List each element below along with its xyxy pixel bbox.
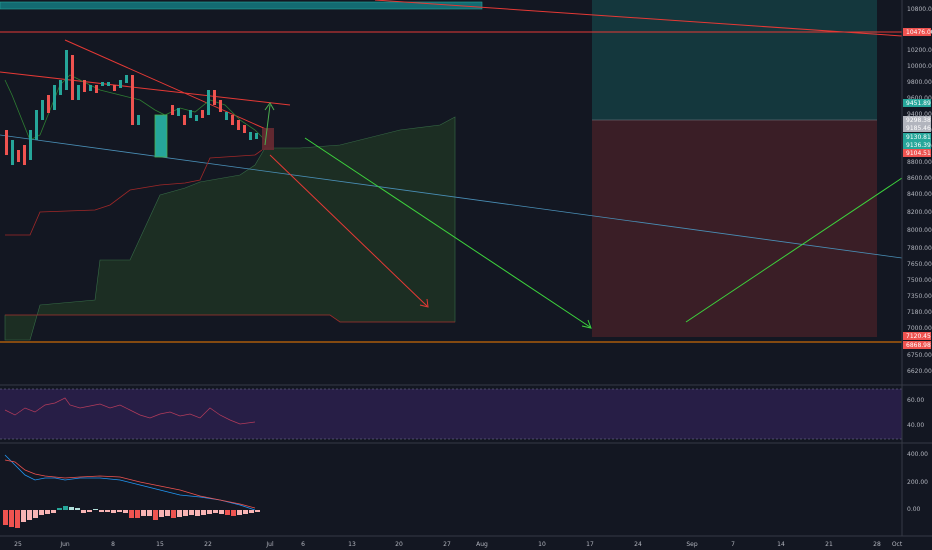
price-tick-label: 9400.00	[907, 111, 932, 118]
price-tick-label: 9800.00	[907, 79, 932, 86]
price-tag-label: 9451.89	[906, 100, 931, 107]
macd-tick-label: 400.00	[907, 451, 928, 458]
macd-line	[4, 454, 256, 511]
green-arrow-up-head	[264, 102, 275, 111]
price-tick-label: 9600.00	[907, 95, 932, 102]
time-axis: 25 Jun 8 15 22 Jul 6 13 20 27 Aug 10 17 24 Sep 7 14 21 28 O…	[14, 541, 903, 548]
price-tag	[903, 341, 931, 349]
price-tag-label: 9130.81	[906, 134, 931, 141]
time-tick-label: 20	[395, 541, 403, 548]
time-tick-label: 25	[14, 541, 22, 548]
price-tick-label: 10000.00	[907, 63, 932, 70]
price-tick-label: 7000.00	[907, 325, 932, 332]
price-tick-label: 10200.00	[907, 47, 932, 54]
time-tick-label: 10	[538, 541, 546, 548]
price-tag-label: 9136.39	[906, 142, 931, 149]
upper-trendline	[374, 0, 903, 37]
price-tag	[903, 116, 931, 124]
price-tick-label: 7500.00	[907, 277, 932, 284]
time-tick-label: 24	[634, 541, 642, 548]
price-tag	[903, 28, 931, 36]
price-tick-label: 8000.00	[907, 227, 932, 234]
price-tick-label: 8600.00	[907, 175, 932, 182]
signal-line	[4, 459, 256, 509]
price-tick-label: 10800.00	[907, 6, 932, 13]
green-arrow-rise	[685, 177, 903, 323]
price-tag-label: 9185.46	[906, 125, 931, 132]
price-tag-label: 6868.98	[906, 342, 931, 349]
time-tick-label: 21	[825, 541, 833, 548]
target-zone-box	[592, 0, 877, 120]
green-arrow-down	[304, 137, 591, 328]
price-axis: 10800.00 10476.00 10200.00 10000.00 9800.00 9…	[907, 6, 932, 375]
lower-red-line	[5, 149, 263, 236]
price-tick-label: 7650.00	[907, 261, 932, 268]
time-tick-label: 13	[348, 541, 356, 548]
time-tick-label: 7	[731, 541, 735, 548]
price-tag	[903, 149, 931, 157]
time-tick-label: 8	[111, 541, 115, 548]
price-tick-label: 6620.00	[907, 368, 932, 375]
price-tag-label: 9298.38	[906, 117, 931, 124]
time-tick-label: 14	[777, 541, 785, 548]
macd-tick-label: 0.00	[907, 506, 921, 513]
time-tick-label: Aug	[476, 541, 488, 548]
blue-trendline	[0, 134, 903, 259]
candle-trendline-1	[64, 39, 269, 131]
price-tag	[903, 332, 931, 340]
macd-axis: 400.00 200.00 0.00	[907, 451, 928, 513]
price-tag-label: 10476.00	[906, 29, 932, 36]
candles	[5, 50, 274, 165]
red-arrow-down	[269, 154, 428, 307]
price-tag	[903, 133, 931, 141]
time-tick-label: Sep	[686, 541, 698, 548]
top-zone-rect	[0, 1, 483, 10]
time-tick-label: Jul	[265, 541, 274, 548]
rsi-line	[4, 397, 256, 425]
price-tick-label: 7180.00	[907, 309, 932, 316]
time-tick-label: Jun	[59, 541, 70, 548]
time-tick-label: 17	[586, 541, 594, 548]
cloud-base-red	[5, 314, 455, 323]
red-arrow-down-head	[419, 298, 429, 308]
time-tick-label: 22	[204, 541, 212, 548]
price-tag-label: 9104.51	[906, 150, 931, 157]
price-tick-label: 7800.00	[907, 245, 932, 252]
price-tick-label: 8800.00	[907, 159, 932, 166]
rsi-tick-label: 60.00	[907, 397, 924, 404]
price-tag	[903, 99, 931, 107]
rsi-tick-label: 40.00	[907, 422, 924, 429]
time-tick-label: 15	[156, 541, 164, 548]
price-tag	[903, 124, 931, 132]
price-tick-label: 7350.00	[907, 293, 932, 300]
time-tick-label: 6	[301, 541, 305, 548]
time-tick-label: 27	[443, 541, 451, 548]
time-tick-label: Oct	[892, 541, 903, 548]
rsi-panel[interactable]	[0, 389, 902, 439]
macd-histogram	[3, 506, 260, 528]
candle-trendline-2	[0, 71, 291, 106]
rsi-axis: 60.00 40.00	[907, 397, 924, 429]
price-tick-label: 8200.00	[907, 209, 932, 216]
time-tick-label: 28	[873, 541, 881, 548]
price-tag-label: 7120.45	[906, 333, 931, 340]
stop-zone-box	[592, 120, 877, 337]
price-tick-label: 6750.00	[907, 352, 932, 359]
green-arrow-down-head	[581, 319, 592, 329]
price-tag	[903, 141, 931, 149]
price-tick-label: 8400.00	[907, 191, 932, 198]
green-arrow-up	[264, 104, 271, 146]
macd-tick-label: 200.00	[907, 479, 928, 486]
